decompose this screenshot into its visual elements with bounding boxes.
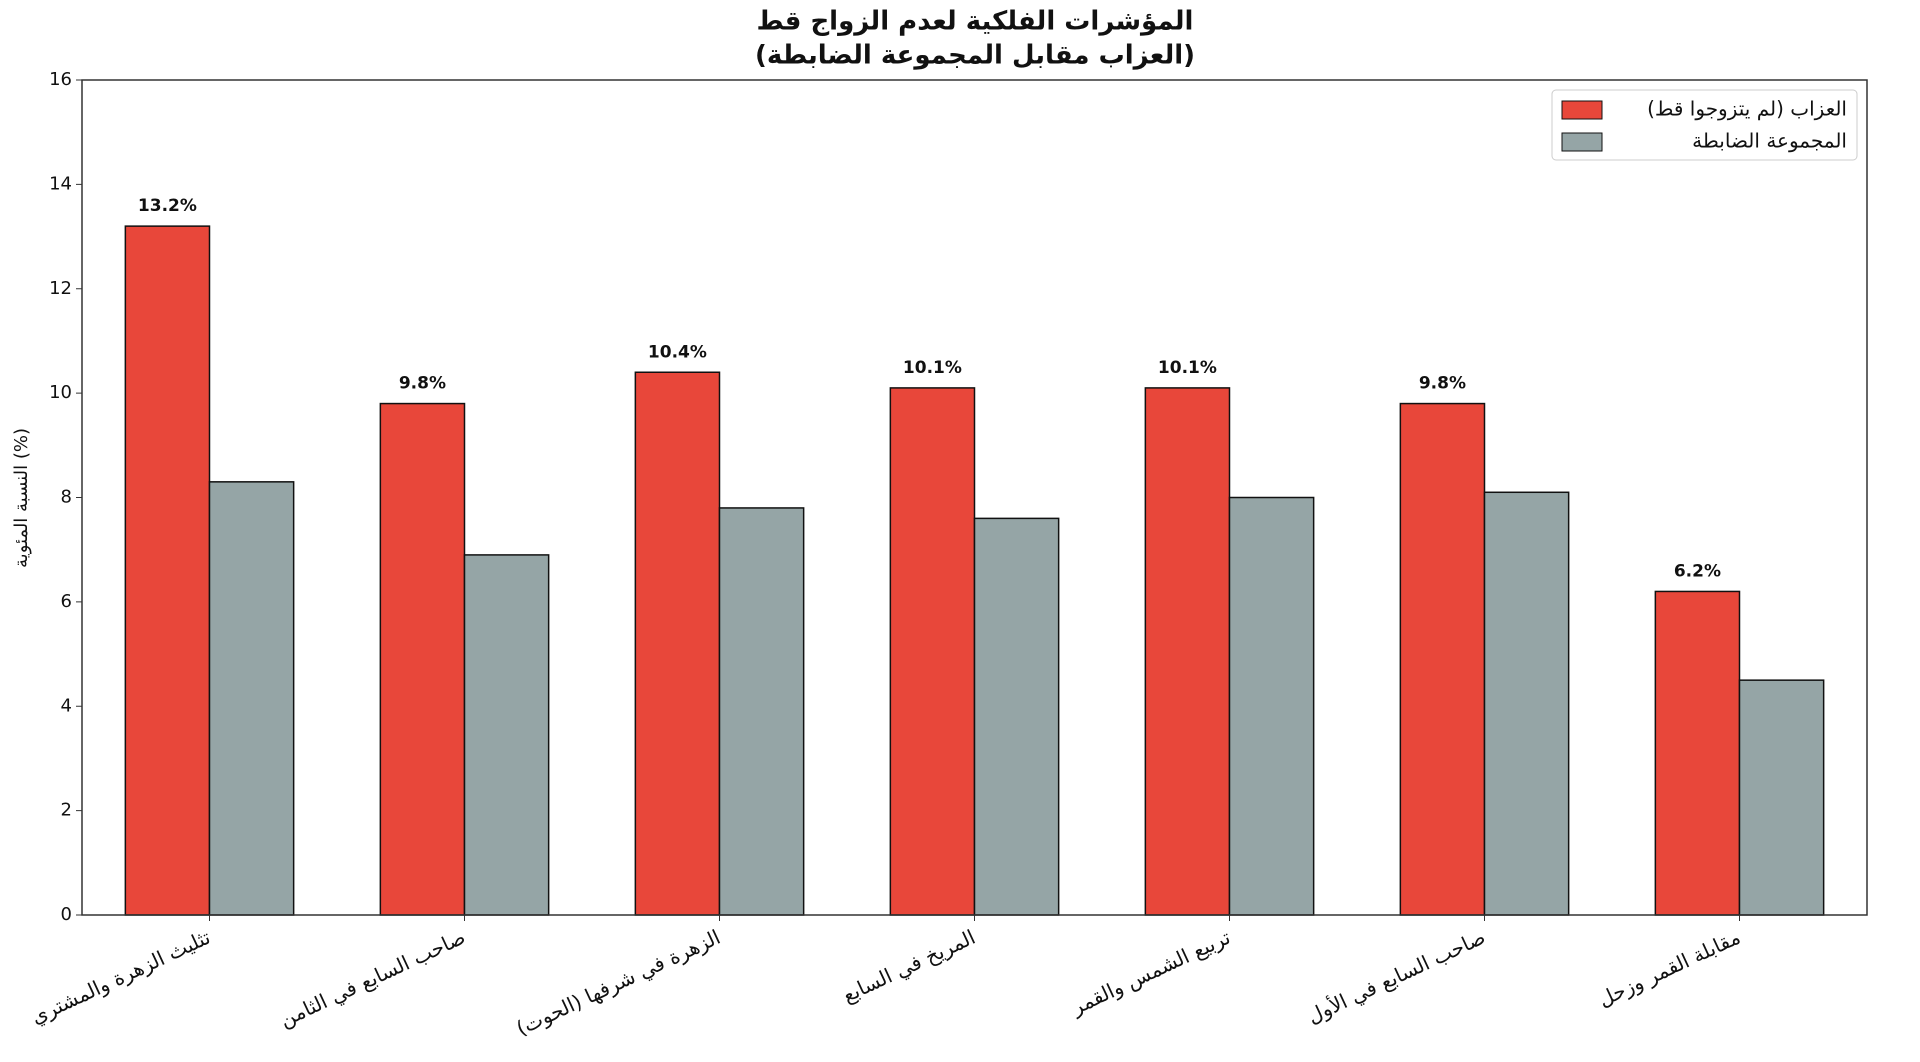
value-label: 9.8% — [399, 374, 446, 394]
legend-label: المجموعة الضابطة — [1692, 129, 1847, 153]
value-label: 9.8% — [1419, 374, 1466, 394]
x-tick-label: تربيع الشمس والقمر — [1067, 925, 1234, 1020]
bar — [124, 225, 211, 916]
y-tick-label: 10 — [49, 382, 72, 403]
y-axis-label: النسبة المئوية (%) — [11, 428, 32, 568]
legend-label: العزاب (لم يتزوجوا قط) — [1647, 97, 1847, 121]
bar — [889, 387, 976, 916]
bar — [1144, 387, 1231, 916]
bar — [463, 554, 550, 916]
value-label: 10.1% — [903, 358, 962, 378]
y-tick-label: 4 — [61, 695, 72, 716]
bar — [1228, 496, 1315, 916]
x-tick-label: صاحب السابع في الأول — [1304, 925, 1490, 1029]
legend-swatch — [1561, 132, 1603, 152]
value-label: 10.1% — [1158, 358, 1217, 378]
x-tick-label: صاحب السابع في الثامن — [276, 925, 470, 1033]
x-tick-label: مقابلة القمر وزحل — [1594, 925, 1743, 1012]
value-label: 6.2% — [1674, 561, 1721, 581]
bar — [1654, 590, 1741, 916]
y-tick-label: 14 — [49, 173, 72, 194]
x-tick-label: تثليث الزهرة والمشتري — [27, 925, 214, 1030]
bar — [379, 402, 466, 916]
y-tick-label: 6 — [61, 591, 72, 612]
y-tick-label: 8 — [61, 487, 72, 508]
x-tick-label: الزهرة في شرفها (الحوت) — [513, 925, 725, 1041]
y-tick-label: 0 — [61, 904, 72, 925]
y-tick-label: 16 — [49, 69, 72, 90]
bar — [973, 517, 1060, 916]
value-label: 13.2% — [138, 196, 197, 216]
value-label: 10.4% — [648, 342, 707, 362]
bar — [718, 507, 805, 916]
bar — [1483, 491, 1570, 916]
x-tick-label: المريخ في السابع — [839, 925, 980, 1008]
chart-title: المؤشرات الفلكية لعدم الزواج قط — [757, 7, 1194, 37]
legend-swatch — [1561, 100, 1603, 120]
bar — [634, 371, 721, 916]
chart-subtitle: (العزاب مقابل المجموعة الضابطة) — [755, 41, 1195, 71]
plot-frame — [81, 79, 1868, 916]
y-tick-label: 12 — [49, 278, 72, 299]
bar — [208, 481, 295, 916]
legend-box — [1551, 89, 1858, 161]
y-tick-label: 2 — [61, 800, 72, 821]
bar — [1399, 402, 1486, 916]
bar — [1738, 679, 1825, 916]
